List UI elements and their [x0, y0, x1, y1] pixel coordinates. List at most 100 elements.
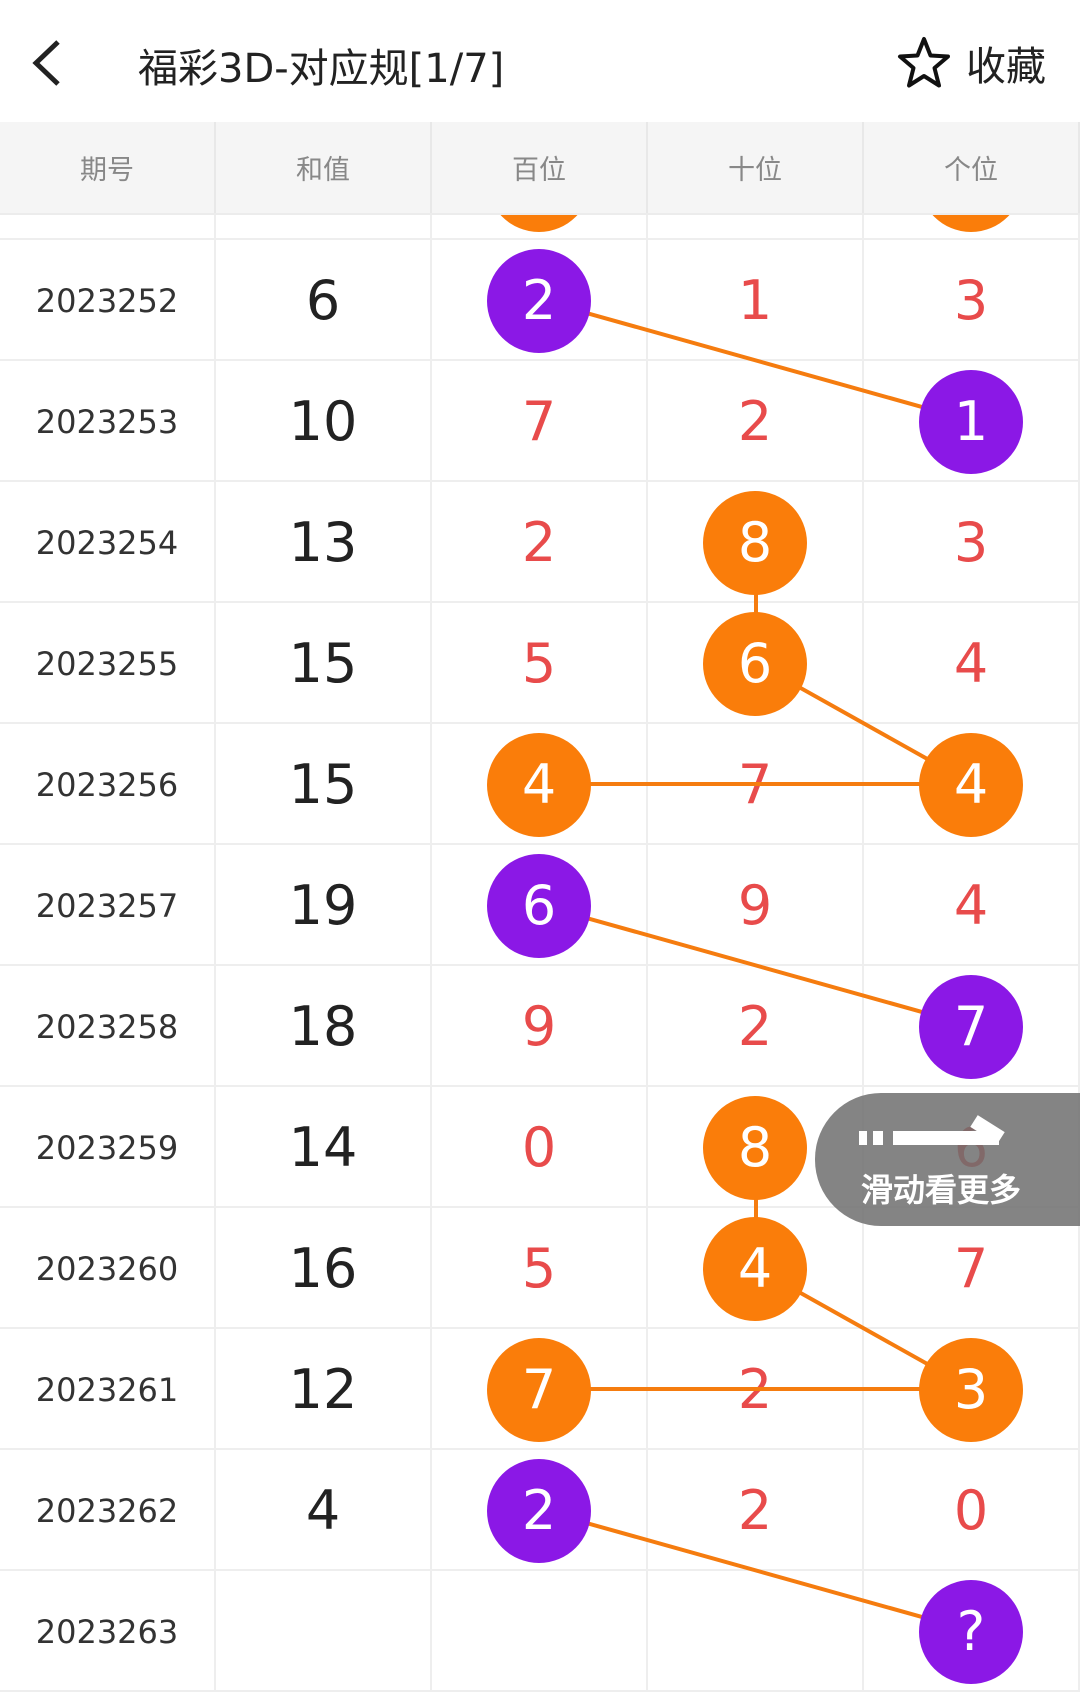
- cell-issue: 2023254: [0, 482, 216, 603]
- column-header: 期号 和值 百位 十位 个位: [0, 122, 1080, 215]
- cell-bai: 2: [432, 482, 648, 603]
- table-row: 2023256 15 4 7 4: [0, 724, 1080, 845]
- sum-value: 15: [288, 753, 358, 816]
- cell-issue: 2023263: [0, 1571, 216, 1692]
- cell-ge: 4: [864, 724, 1080, 845]
- issue-number: 2023256: [35, 765, 179, 804]
- cell-shi: 7: [648, 724, 864, 845]
- cell-shi: 2: [648, 1329, 864, 1450]
- cell-ge: 0: [864, 1450, 1080, 1571]
- cell-shi: 9: [648, 845, 864, 966]
- ball-purple: 2: [487, 248, 591, 353]
- cell-sum: 14: [216, 1087, 432, 1208]
- sum-value: 15: [288, 632, 358, 695]
- table-row-partial: [0, 215, 1080, 240]
- cell-sum: 12: [216, 1329, 432, 1450]
- digit-bai: 5: [521, 632, 557, 695]
- table-row: 2023263?: [0, 1571, 1080, 1692]
- cell-bai: 0: [432, 1087, 648, 1208]
- cell-sum: 15: [216, 724, 432, 845]
- sum-value: 4: [305, 1479, 341, 1542]
- ball-purple: ?: [919, 1579, 1023, 1684]
- issue-number: 2023261: [35, 1370, 179, 1409]
- cell-sum: 4: [216, 1450, 432, 1571]
- sum-value: 14: [288, 1116, 358, 1179]
- cell-sum: 15: [216, 603, 432, 724]
- cell-shi: 2: [648, 361, 864, 482]
- table-row: 2023261 12 7 2 3: [0, 1329, 1080, 1450]
- cell-sum: 19: [216, 845, 432, 966]
- cell-ge: 4: [864, 603, 1080, 724]
- ball-orange: 8: [703, 490, 807, 595]
- cell-issue: 2023257: [0, 845, 216, 966]
- ball-purple: 1: [919, 369, 1023, 474]
- ball-orange: 7: [487, 1337, 591, 1442]
- digit-shi: 7: [737, 753, 773, 816]
- cell-shi: 1: [648, 240, 864, 361]
- ball-orange: 4: [703, 1216, 807, 1321]
- cell-issue: 2023253: [0, 361, 216, 482]
- ball-orange: [487, 215, 591, 232]
- sum-value: 12: [288, 1358, 358, 1421]
- digit-shi: 2: [737, 995, 773, 1058]
- issue-number: 2023258: [35, 1007, 179, 1046]
- back-button[interactable]: [28, 38, 68, 88]
- cell-shi: 6: [648, 603, 864, 724]
- cell-shi: 8: [648, 482, 864, 603]
- issue-number: 2023255: [35, 644, 179, 683]
- cell-bai: [432, 1571, 648, 1692]
- issue-number: 2023262: [35, 1491, 179, 1530]
- cell-sum: 16: [216, 1208, 432, 1329]
- table-row: 2023262 4 2 2 0: [0, 1450, 1080, 1571]
- cell-ge: 4: [864, 845, 1080, 966]
- cell-ge: 3: [864, 240, 1080, 361]
- issue-number: 2023263: [35, 1612, 179, 1651]
- swipe-hint[interactable]: 滑动看更多: [815, 1093, 1080, 1226]
- cell-ge: 3: [864, 482, 1080, 603]
- issue-number: 2023254: [35, 523, 179, 562]
- swipe-right-arrow-icon: [859, 1115, 1005, 1145]
- cell-sum: 6: [216, 240, 432, 361]
- cell-issue: 2023255: [0, 603, 216, 724]
- cell-ge: 7: [864, 1208, 1080, 1329]
- table-row: 2023253 10 7 2 1: [0, 361, 1080, 482]
- swipe-hint-label: 滑动看更多: [861, 1171, 1022, 1209]
- issue-number: 2023257: [35, 886, 179, 925]
- cell-issue: 2023262: [0, 1450, 216, 1571]
- cell-shi: 2: [648, 966, 864, 1087]
- favorite-label: 收藏: [966, 44, 1046, 90]
- column-hundreds: 百位: [432, 122, 648, 213]
- ball-orange: [919, 215, 1023, 232]
- digit-bai: 0: [521, 1116, 557, 1179]
- digit-bai: 9: [521, 995, 557, 1058]
- cell-issue: 2023258: [0, 966, 216, 1087]
- sum-value: 10: [288, 390, 358, 453]
- issue-number: 2023252: [35, 281, 179, 320]
- digit-ge: 4: [953, 632, 989, 695]
- issue-number: 2023259: [35, 1128, 179, 1167]
- sum-value: 18: [288, 995, 358, 1058]
- digit-bai: 2: [521, 511, 557, 574]
- cell-bai: 2: [432, 240, 648, 361]
- table-row: 2023258 18 9 2 7: [0, 966, 1080, 1087]
- digit-shi: 2: [737, 390, 773, 453]
- cell-shi: 2: [648, 1450, 864, 1571]
- ball-orange: 4: [487, 732, 591, 837]
- digit-shi: 2: [737, 1358, 773, 1421]
- page-title: 福彩3D-对应规[1/7]: [138, 46, 505, 92]
- ball-purple: 7: [919, 974, 1023, 1079]
- cell-sum: 13: [216, 482, 432, 603]
- issue-number: 2023260: [35, 1249, 179, 1288]
- cell-bai: 5: [432, 603, 648, 724]
- sum-value: 16: [288, 1237, 358, 1300]
- cell-bai: 2: [432, 1450, 648, 1571]
- favorite-button[interactable]: 收藏: [896, 34, 1046, 92]
- trend-table[interactable]: 2023252 6 2 1 3 2023253 10 7 2 1 2023254 13 2 8 3 20232…: [0, 215, 1080, 1696]
- cell-ge: ?: [864, 1571, 1080, 1692]
- ball-orange: 6: [703, 611, 807, 716]
- table-row: 2023252 6 2 1 3: [0, 240, 1080, 361]
- ball-purple: 6: [487, 853, 591, 958]
- table-row: 2023260 16 5 4 7: [0, 1208, 1080, 1329]
- cell-issue: 2023256: [0, 724, 216, 845]
- cell-shi: 4: [648, 1208, 864, 1329]
